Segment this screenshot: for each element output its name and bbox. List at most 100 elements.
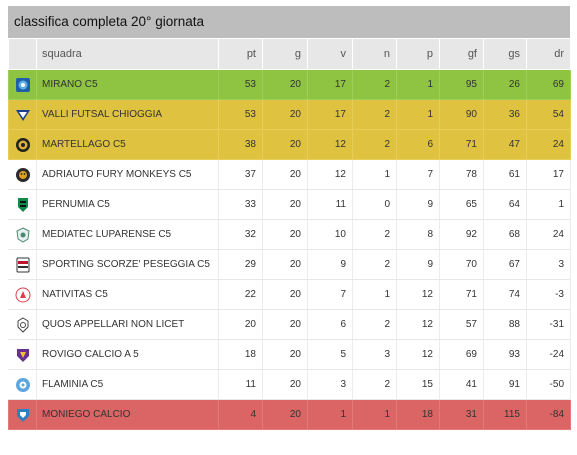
header-gf: gf [439,38,484,70]
stat-v: 12 [307,129,353,160]
team-logo-cell [8,309,37,340]
stat-gs: 67 [483,249,527,280]
stat-gf: 65 [439,189,484,220]
stat-g: 20 [262,159,308,190]
stat-pt: 11 [218,369,263,400]
stat-n: 3 [352,339,397,370]
valli-logo-icon [15,107,31,123]
stat-v: 3 [307,369,353,400]
header-logo-cell [8,38,37,70]
stat-gs: 93 [483,339,527,370]
team-name: SPORTING SCORZE' PESEGGIA C5 [36,249,219,280]
team-name: MEDIATEC LUPARENSE C5 [36,219,219,250]
stat-pt: 22 [218,279,263,310]
stat-pt: 53 [218,69,263,100]
header-gs: gs [483,38,527,70]
stat-g: 20 [262,69,308,100]
stat-gf: 71 [439,279,484,310]
stat-n: 2 [352,369,397,400]
stat-g: 20 [262,399,308,430]
stat-dr: 24 [526,219,571,250]
table-row: MEDIATEC LUPARENSE C5 32 20 10 2 8 92 68 24 [8,219,571,250]
stat-dr: 3 [526,249,571,280]
stat-v: 9 [307,249,353,280]
stat-gs: 61 [483,159,527,190]
stat-pt: 18 [218,339,263,370]
header-p: p [396,38,440,70]
table-row: PERNUMIA C5 33 20 11 0 9 65 64 1 [8,189,571,220]
stat-gs: 26 [483,69,527,100]
stat-g: 20 [262,189,308,220]
stat-dr: -31 [526,309,571,340]
stat-n: 2 [352,249,397,280]
team-name: MONIEGO CALCIO [36,399,219,430]
team-logo-cell [8,129,37,160]
stat-p: 15 [396,369,440,400]
stat-v: 17 [307,99,353,130]
stat-g: 20 [262,279,308,310]
stat-p: 9 [396,189,440,220]
team-logo-cell [8,279,37,310]
stat-gf: 71 [439,129,484,160]
stat-gs: 91 [483,369,527,400]
header-pt: pt [218,38,263,70]
stat-dr: 54 [526,99,571,130]
team-name: PERNUMIA C5 [36,189,219,220]
stat-gf: 90 [439,99,484,130]
stat-v: 10 [307,219,353,250]
team-name: VALLI FUTSAL CHIOGGIA [36,99,219,130]
stat-p: 12 [396,309,440,340]
stat-p: 18 [396,399,440,430]
team-logo-cell [8,69,37,100]
stat-dr: -84 [526,399,571,430]
stat-dr: 69 [526,69,571,100]
stat-pt: 38 [218,129,263,160]
team-name: FLAMINIA C5 [36,369,219,400]
table-header-row: squadra pt g v n p gf gs dr [8,38,571,70]
stat-p: 1 [396,69,440,100]
stat-p: 8 [396,219,440,250]
team-logo-cell [8,339,37,370]
table-row: FLAMINIA C5 11 20 3 2 15 41 91 -50 [8,369,571,400]
quos-logo-icon [15,316,31,333]
nativitas-logo-icon [15,287,31,303]
stat-pt: 33 [218,189,263,220]
table-row: QUOS APPELLARI NON LICET 20 20 6 2 12 57 88 -31 [8,309,571,340]
stat-gs: 115 [483,399,527,430]
stat-g: 20 [262,249,308,280]
stat-n: 2 [352,309,397,340]
stat-p: 9 [396,249,440,280]
stat-dr: -50 [526,369,571,400]
team-logo-cell [8,249,37,280]
stat-gf: 95 [439,69,484,100]
standings-table: squadra pt g v n p gf gs dr MIRANO C5 53 2… [8,38,571,430]
stat-n: 1 [352,399,397,430]
stat-g: 20 [262,309,308,340]
stat-n: 2 [352,69,397,100]
team-name: NATIVITAS C5 [36,279,219,310]
standings-title: classifica completa 20° giornata [8,6,570,38]
pernumia-logo-icon [15,197,31,213]
table-row: MARTELLAGO C5 38 20 12 2 6 71 47 24 [8,129,571,160]
stat-gs: 74 [483,279,527,310]
team-logo-cell [8,189,37,220]
stat-v: 11 [307,189,353,220]
stat-v: 5 [307,339,353,370]
stat-p: 12 [396,279,440,310]
stat-dr: 1 [526,189,571,220]
header-squadra: squadra [36,38,219,70]
table-row: MONIEGO CALCIO 4 20 1 1 18 31 115 -84 [8,399,571,430]
header-n: n [352,38,397,70]
mirano-logo-icon [15,77,31,93]
team-name: ROVIGO CALCIO A 5 [36,339,219,370]
stat-pt: 37 [218,159,263,190]
stat-g: 20 [262,99,308,130]
team-logo-cell [8,369,37,400]
stat-n: 2 [352,219,397,250]
stat-n: 1 [352,159,397,190]
stat-dr: -24 [526,339,571,370]
team-logo-cell [8,159,37,190]
luparense-logo-icon [15,226,31,243]
stat-pt: 53 [218,99,263,130]
stat-n: 1 [352,279,397,310]
